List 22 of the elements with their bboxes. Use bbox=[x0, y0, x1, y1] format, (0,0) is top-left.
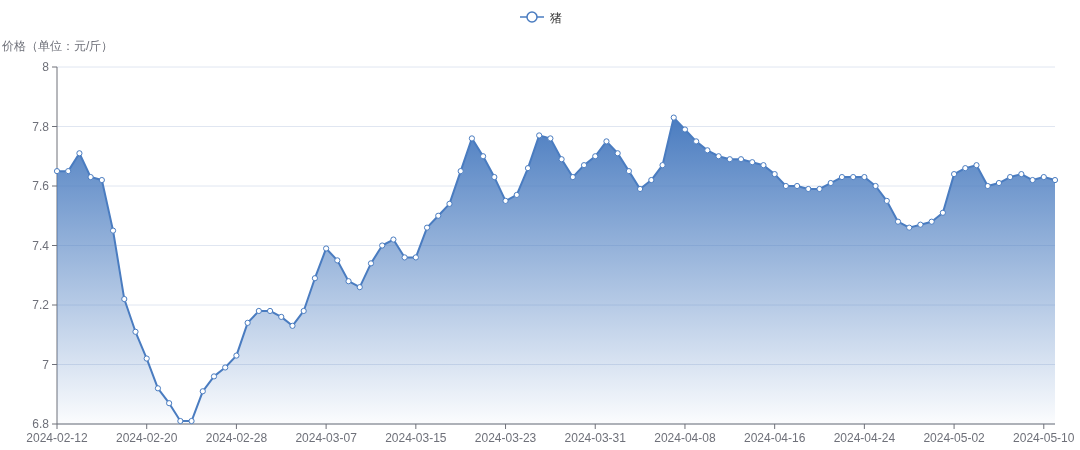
x-tick-label: 2024-04-08 bbox=[654, 431, 716, 445]
x-tick-label: 2024-04-24 bbox=[833, 431, 896, 445]
y-tick-label: 7.2 bbox=[32, 298, 50, 312]
y-tick-label: 8 bbox=[42, 60, 50, 74]
x-tick-label: 2024-04-16 bbox=[743, 431, 806, 445]
x-tick-label: 2024-02-28 bbox=[205, 431, 268, 445]
x-tick-label: 2024-05-02 bbox=[923, 431, 986, 445]
y-tick-label: 6.8 bbox=[32, 417, 50, 431]
y-tick-label: 7 bbox=[42, 357, 50, 372]
y-tick-label: 7.4 bbox=[32, 238, 50, 253]
x-tick-label: 2024-02-20 bbox=[116, 431, 178, 445]
x-tick-label: 2024-05-10 bbox=[1013, 431, 1075, 445]
y-axis-title: 价格（单位：元/斤） bbox=[1, 39, 114, 53]
x-tick-label: 2024-03-15 bbox=[385, 431, 447, 445]
y-tick-label: 7.6 bbox=[32, 179, 50, 193]
legend-label: 猪 bbox=[550, 10, 562, 25]
y-tick-label: 7.8 bbox=[32, 119, 50, 134]
x-tick-label: 2024-03-07 bbox=[295, 431, 358, 445]
x-tick-label: 2024-03-31 bbox=[564, 431, 627, 445]
x-tick-label: 2024-03-23 bbox=[474, 431, 537, 445]
legend: 猪 bbox=[519, 10, 562, 25]
x-tick-label: 2024-02-12 bbox=[26, 431, 89, 445]
